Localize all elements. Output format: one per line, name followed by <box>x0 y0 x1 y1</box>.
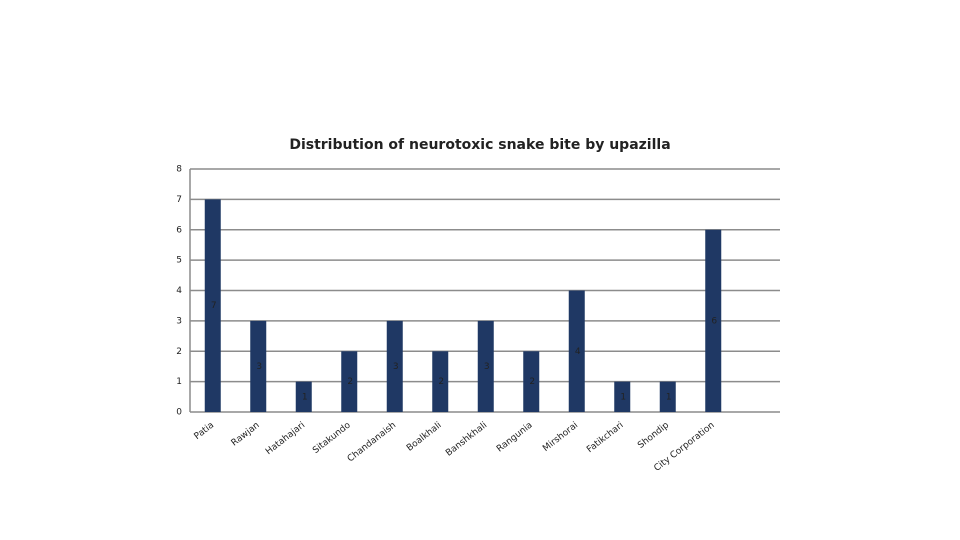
chart-title: Distribution of neurotoxic snake bite by… <box>289 137 670 153</box>
data-label: 3 <box>256 362 262 372</box>
data-label: 1 <box>302 392 308 402</box>
y-tick-label: 5 <box>176 256 182 266</box>
bar <box>250 320 267 412</box>
data-label: 1 <box>620 392 626 402</box>
bar <box>295 381 312 412</box>
bar <box>477 320 494 412</box>
x-tick-label: Banshkhali <box>444 420 489 458</box>
y-tick-label: 8 <box>176 165 182 175</box>
data-label: 3 <box>484 362 490 372</box>
bar <box>341 351 358 412</box>
data-label: 4 <box>575 347 581 357</box>
y-tick-label: 4 <box>176 286 182 296</box>
x-tick-label: Boalkhali <box>405 420 444 453</box>
bar <box>659 381 676 412</box>
x-tick-label: Shondip <box>636 420 671 451</box>
bar <box>523 351 540 412</box>
bar <box>568 290 585 412</box>
bar <box>432 351 449 412</box>
x-tick-label: Sitakundo <box>311 420 353 456</box>
y-tick-label: 1 <box>176 377 182 387</box>
y-tick-label: 7 <box>176 195 182 205</box>
bar <box>386 320 403 412</box>
x-tick-label: Chandanaish <box>346 420 398 464</box>
y-tick-label: 3 <box>176 316 182 326</box>
y-tick-label: 6 <box>176 225 182 235</box>
bar <box>204 199 221 412</box>
y-tick-label: 2 <box>176 347 182 357</box>
bar <box>614 381 631 412</box>
x-tick-label: Rangunia <box>495 420 535 454</box>
x-tick-label: Patia <box>193 420 217 441</box>
x-tick-label: Fatikchari <box>585 420 625 455</box>
data-label: 2 <box>347 377 353 387</box>
data-label: 7 <box>211 301 217 311</box>
x-tick-label: Hatahajari <box>264 420 307 457</box>
data-label: 1 <box>666 392 672 402</box>
data-label: 6 <box>711 316 717 326</box>
bar <box>705 229 722 412</box>
y-tick-label: 0 <box>176 408 182 418</box>
x-tick-label: Mirshorai <box>541 420 580 453</box>
x-tick-label: Rawjan <box>230 420 262 448</box>
data-label: 2 <box>438 377 444 387</box>
data-label: 2 <box>529 377 535 387</box>
data-label: 3 <box>393 362 399 372</box>
